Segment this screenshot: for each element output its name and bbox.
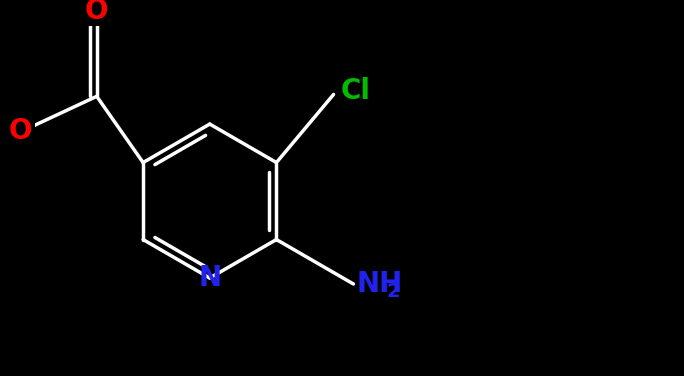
Text: Cl: Cl xyxy=(341,77,371,105)
Text: O: O xyxy=(8,117,31,144)
Text: N: N xyxy=(198,264,222,292)
Text: NH: NH xyxy=(357,270,403,298)
Text: O: O xyxy=(85,0,109,26)
Text: 2: 2 xyxy=(386,282,400,301)
